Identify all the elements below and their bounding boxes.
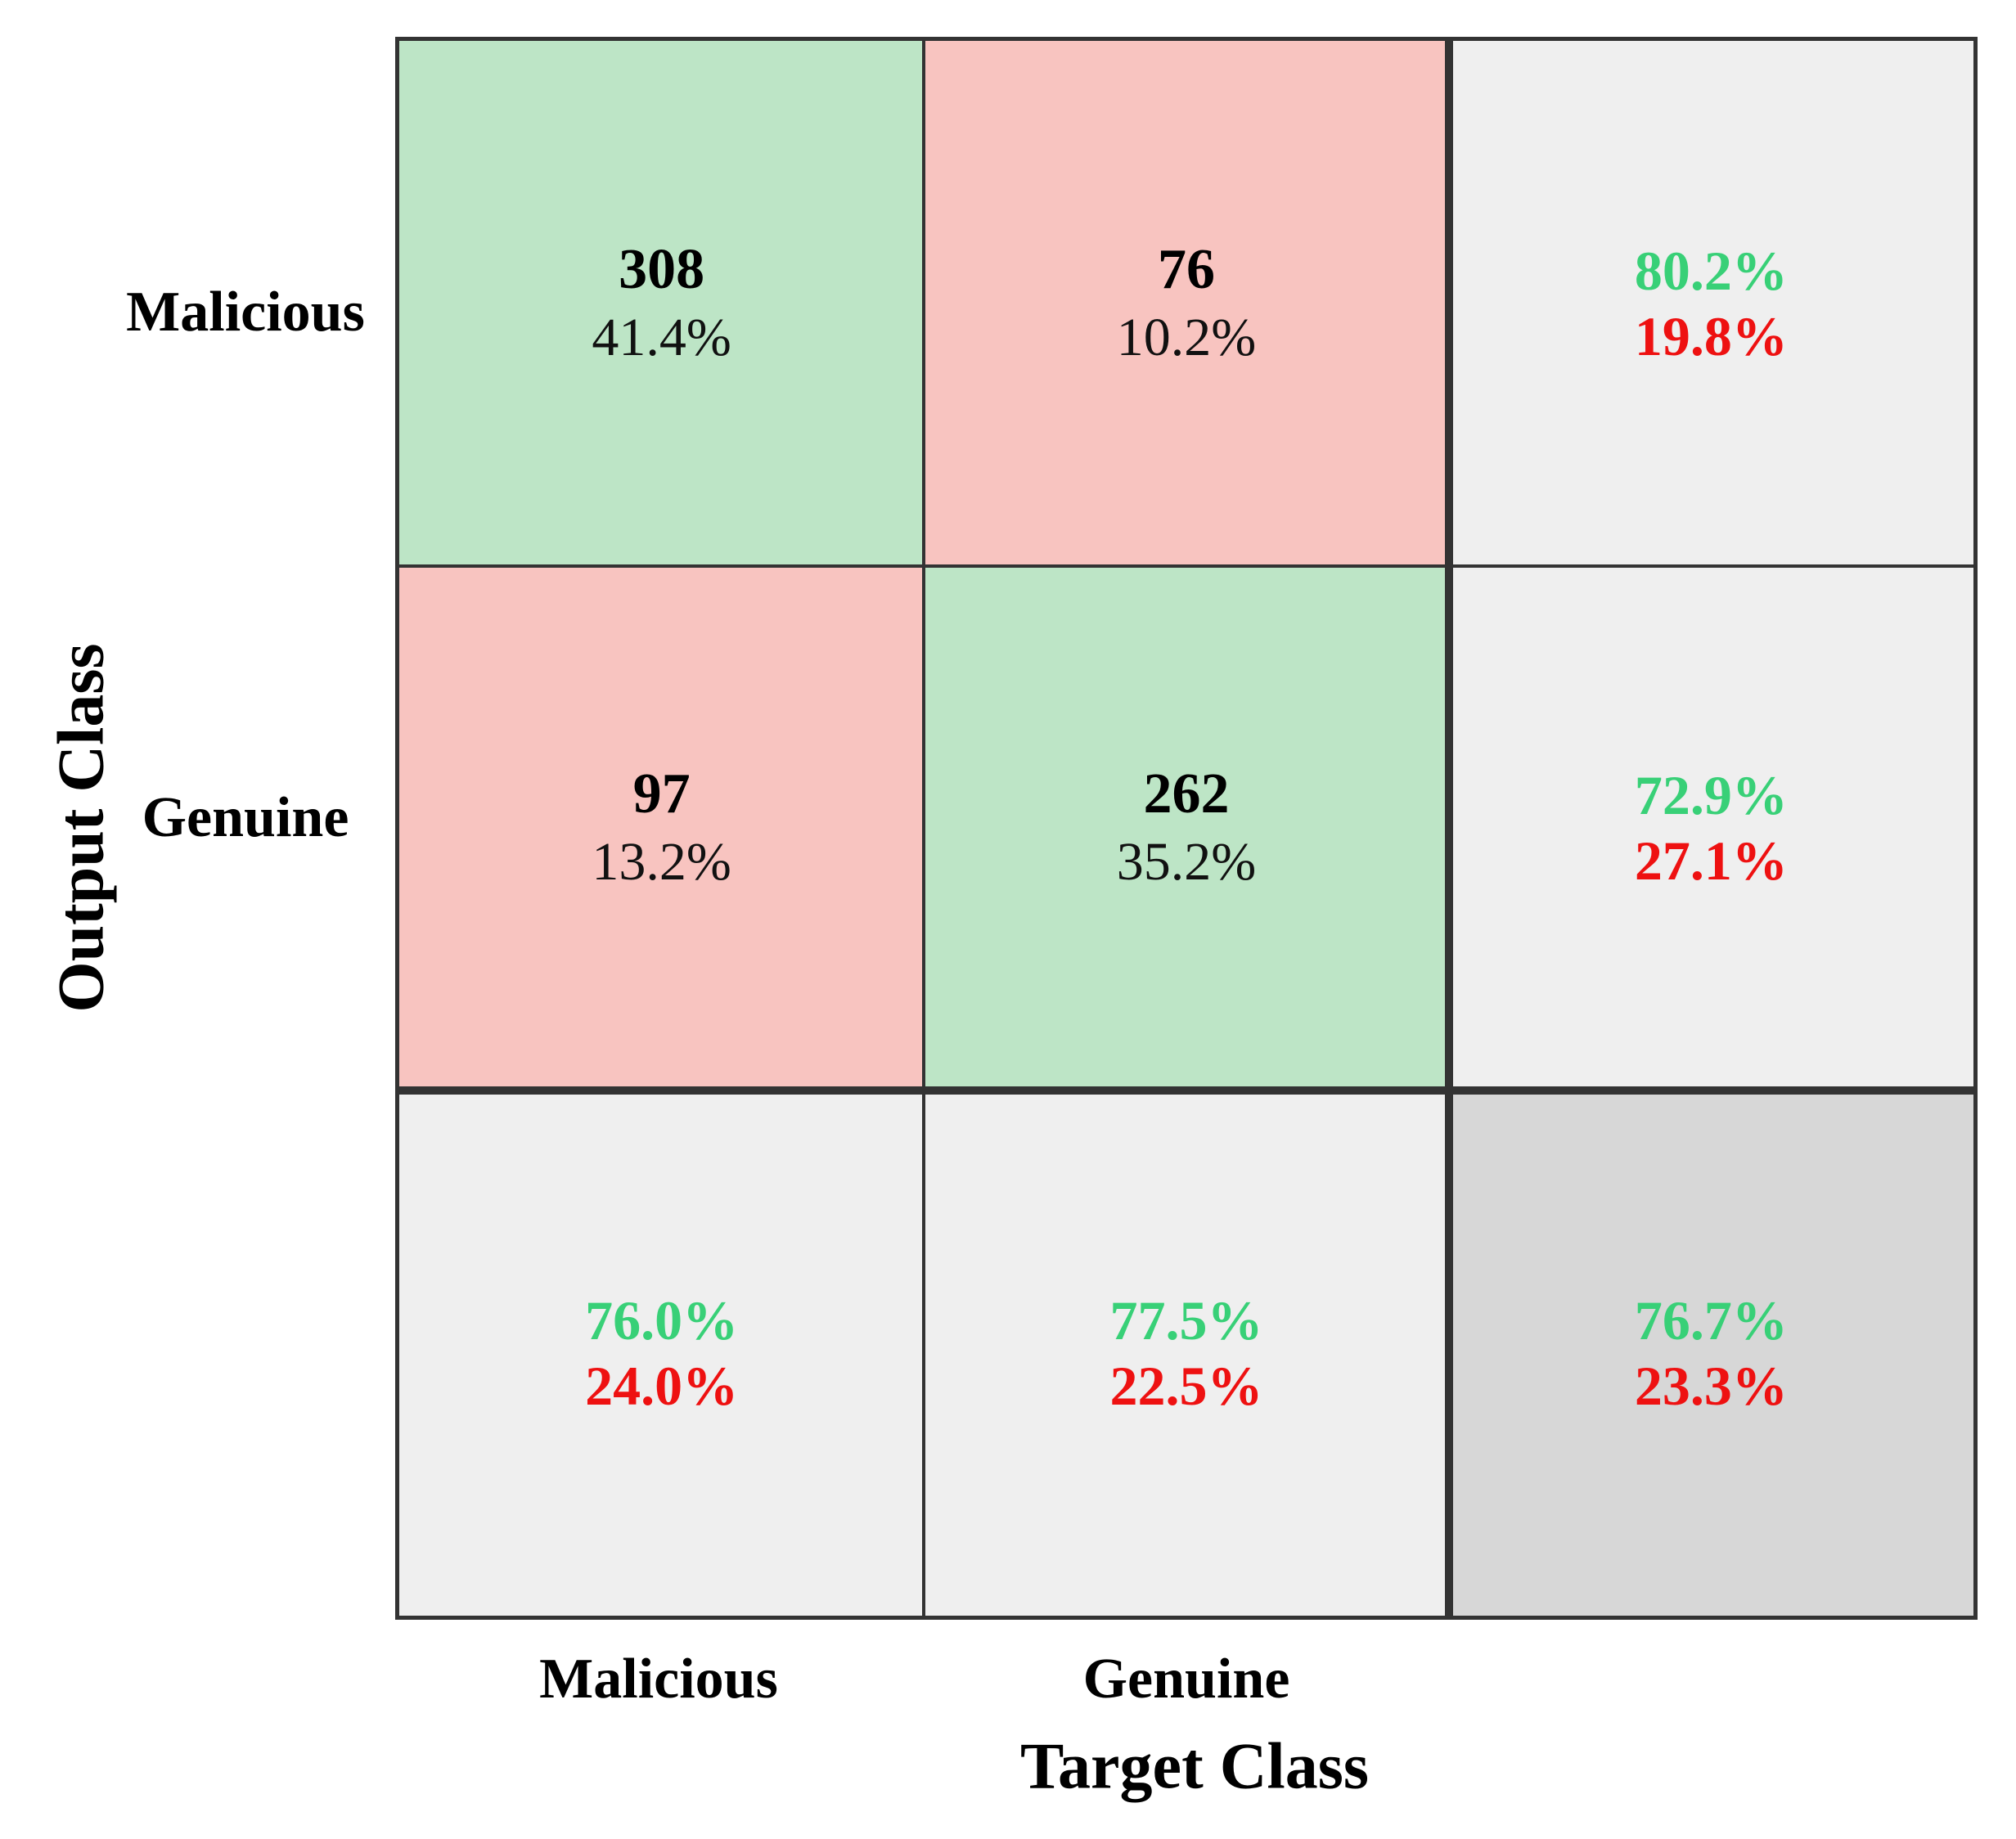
grid-line-horizontal-thick xyxy=(399,1086,1973,1095)
cell-count: 262 xyxy=(1143,762,1230,826)
summary-incorrect-percent: 23.3% xyxy=(1634,1355,1788,1418)
cell-percent: 10.2% xyxy=(1116,307,1257,367)
summary-correct-percent: 76.7% xyxy=(1634,1288,1788,1351)
row-label-malicious: Malicious xyxy=(126,281,365,344)
x-axis-title: Target Class xyxy=(1020,1730,1369,1803)
cell-count: 308 xyxy=(619,237,705,301)
row-summary-r1-precision: 72.9% 27.1% xyxy=(1448,565,1973,1091)
summary-incorrect-percent: 24.0% xyxy=(585,1355,739,1418)
grid-line-horizontal-thin xyxy=(399,564,1973,568)
confusion-matrix-grid: 308 41.4% 76 10.2% 80.2% 19.8% 97 13.2% … xyxy=(395,37,1978,1620)
row-label-genuine: Genuine xyxy=(142,786,349,849)
y-axis-title: Output Class xyxy=(45,643,118,1013)
overall-accuracy-cell: 76.7% 23.3% xyxy=(1448,1090,1973,1616)
matrix-cell-r1c1-true-genuine: 262 35.2% xyxy=(924,565,1449,1091)
col-label-genuine: Genuine xyxy=(1082,1648,1290,1711)
cell-count: 76 xyxy=(1157,237,1215,301)
row-summary-r0-precision: 80.2% 19.8% xyxy=(1448,41,1973,566)
summary-correct-percent: 80.2% xyxy=(1634,239,1788,302)
col-label-malicious: Malicious xyxy=(539,1648,778,1711)
summary-incorrect-percent: 19.8% xyxy=(1634,304,1788,367)
summary-incorrect-percent: 22.5% xyxy=(1109,1355,1263,1418)
summary-correct-percent: 72.9% xyxy=(1634,764,1788,827)
cell-percent: 13.2% xyxy=(592,832,731,893)
matrix-cell-r0c1-false-malicious: 76 10.2% xyxy=(924,41,1449,566)
col-summary-c0-recall: 76.0% 24.0% xyxy=(399,1090,925,1616)
summary-correct-percent: 77.5% xyxy=(1109,1288,1263,1351)
col-summary-c1-recall: 77.5% 22.5% xyxy=(924,1090,1449,1616)
cell-percent: 41.4% xyxy=(592,307,731,367)
summary-incorrect-percent: 27.1% xyxy=(1634,830,1788,893)
grid-line-vertical-thin xyxy=(922,41,926,1616)
matrix-cell-r1c0-false-genuine: 97 13.2% xyxy=(399,565,925,1091)
summary-correct-percent: 76.0% xyxy=(585,1288,739,1351)
cell-count: 97 xyxy=(632,762,691,826)
grid-line-vertical-thick xyxy=(1444,41,1453,1616)
cell-percent: 35.2% xyxy=(1116,832,1257,893)
matrix-cell-r0c0-true-malicious: 308 41.4% xyxy=(399,41,925,566)
